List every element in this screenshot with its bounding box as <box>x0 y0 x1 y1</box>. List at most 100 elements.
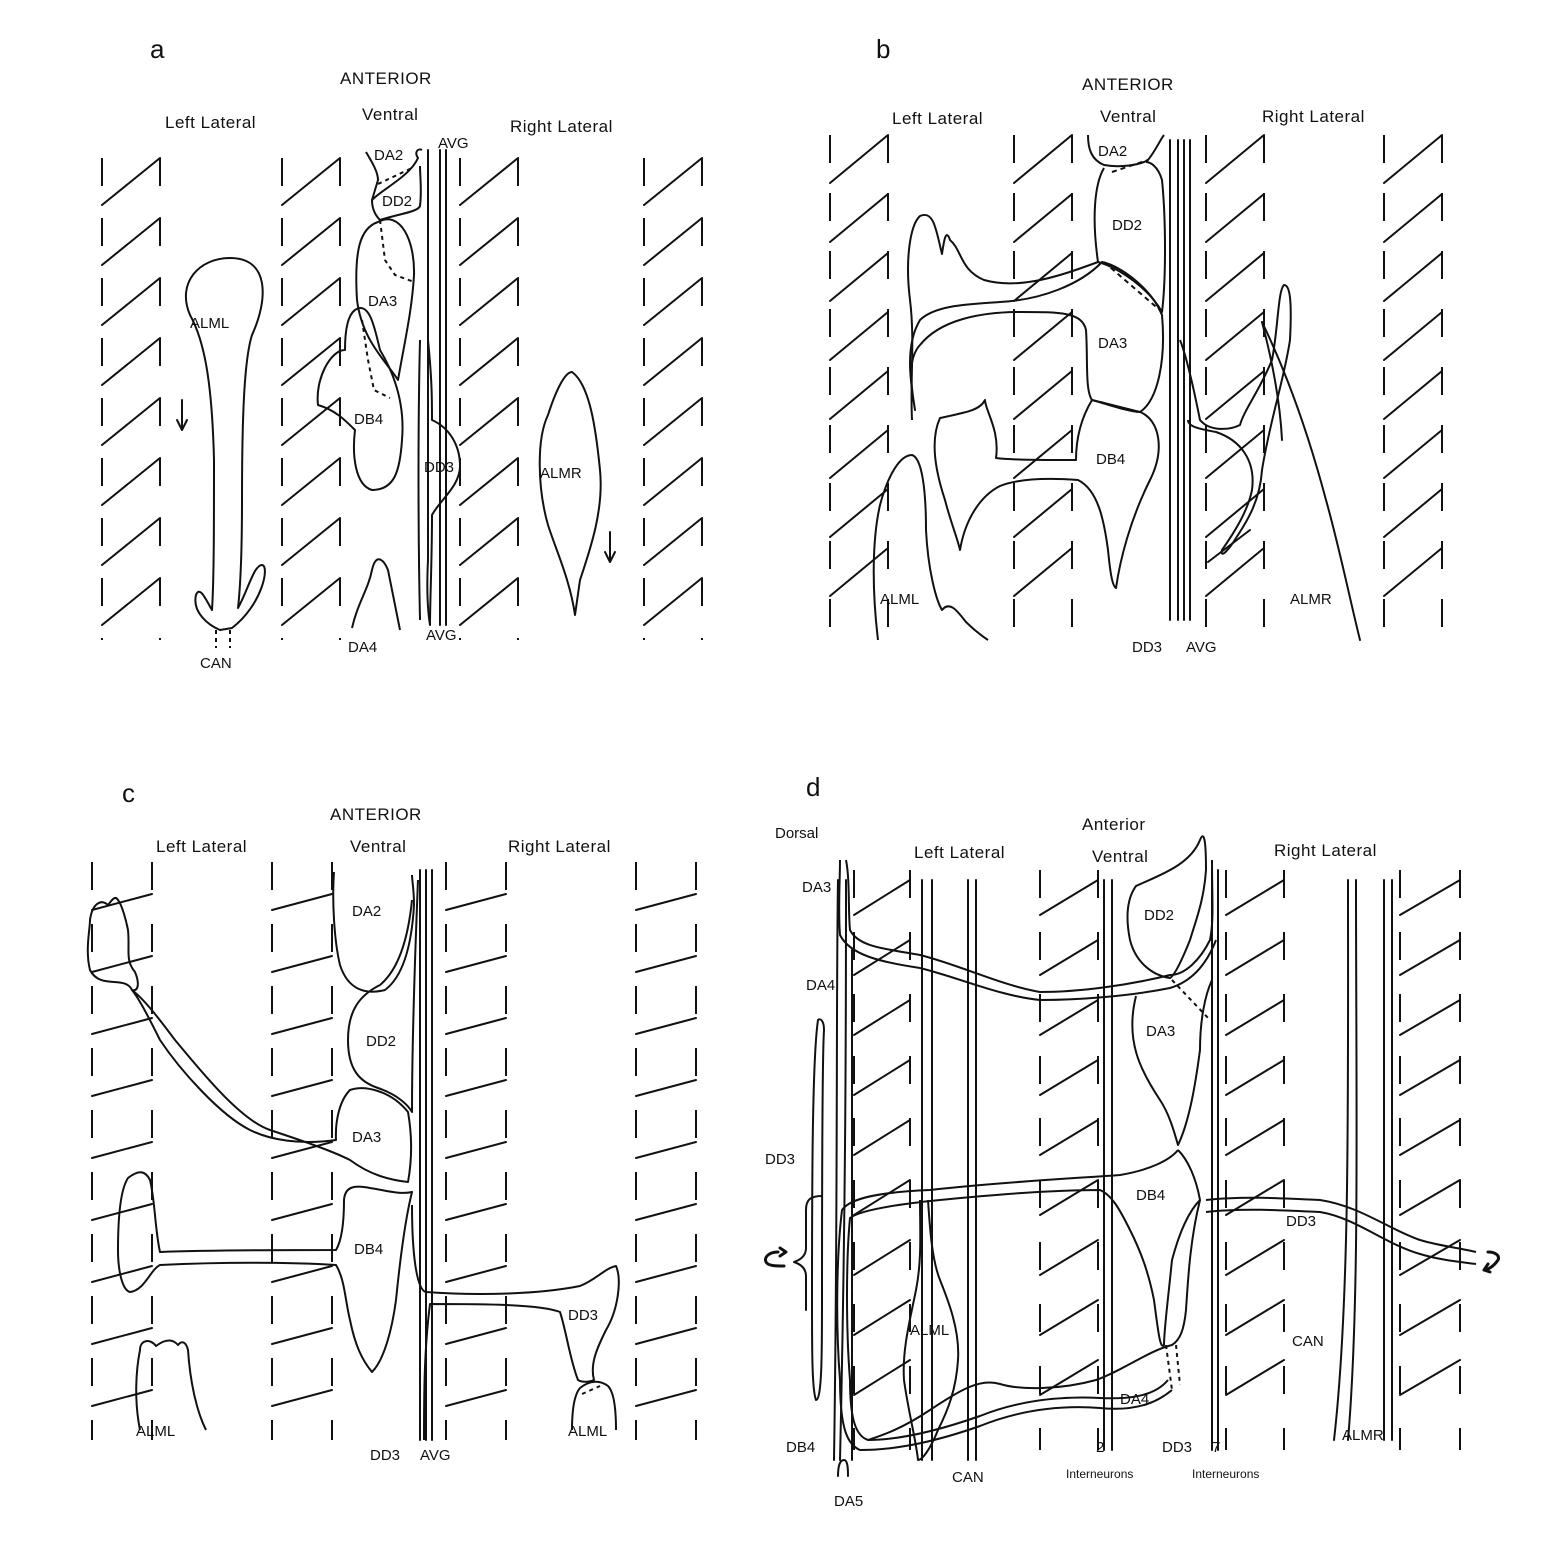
panel-a: a ANTERIOR Left Lateral Ventral Right La… <box>101 34 703 672</box>
label-almr-b: ALMR <box>1290 591 1332 608</box>
label-dd3-c: DD3 <box>568 1307 598 1324</box>
label-da2-a: DA2 <box>374 147 403 164</box>
cell-dd2-c <box>347 879 419 1113</box>
ventral-cord-a <box>426 149 447 626</box>
region-right-lateral-c: Right Lateral <box>508 837 611 856</box>
cell-almr-b <box>1179 284 1292 555</box>
muscle-pattern-d <box>853 870 1461 1450</box>
label-da4-left-d: DA4 <box>806 977 835 994</box>
label-dd2-a: DD2 <box>382 193 412 210</box>
label-can-a: CAN <box>200 655 232 672</box>
anterior-label-b: ANTERIOR <box>1082 75 1174 94</box>
cell-db4-c <box>117 1171 413 1373</box>
panel-b: b ANTERIOR Left Lateral Ventral Right La… <box>829 34 1443 656</box>
cell-da3-a <box>355 218 416 381</box>
anterior-label-a: ANTERIOR <box>340 69 432 88</box>
bundle-label-right-d: Interneurons <box>1192 1467 1259 1481</box>
process-bundles-d <box>833 869 1393 1461</box>
muscle-pattern-a <box>101 157 703 640</box>
region-right-lateral-b: Right Lateral <box>1262 107 1365 126</box>
region-ventral-a: Ventral <box>362 105 418 124</box>
label-alml-a: ALML <box>190 315 229 332</box>
cell-da3-c-lateral <box>86 896 139 992</box>
label-dd3-right-d: DD3 <box>1286 1213 1316 1230</box>
region-ventral-b: Ventral <box>1100 107 1156 126</box>
panel-d: d Anterior Dorsal Left Lateral Ventral R… <box>764 772 1500 1510</box>
label-db4-c: DB4 <box>354 1241 383 1258</box>
label-da2-c: DA2 <box>352 903 381 920</box>
label-da3-left-d: DA3 <box>802 879 831 896</box>
bundle-label-left-d: Interneurons <box>1066 1467 1133 1481</box>
region-ventral-c: Ventral <box>350 837 406 856</box>
label-alml-c-left: ALML <box>136 1423 175 1440</box>
panel-letter-c: c <box>122 778 135 808</box>
label-da3-b: DA3 <box>1098 335 1127 352</box>
panel-letter-d: d <box>806 772 820 802</box>
cell-alml-d <box>902 1199 960 1461</box>
panel-letter-a: a <box>150 34 165 64</box>
label-da3-a: DA3 <box>368 293 397 310</box>
label-alml-b: ALML <box>880 591 919 608</box>
muscle-pattern-b <box>829 134 1443 640</box>
region-left-lateral-a: Left Lateral <box>165 113 256 132</box>
label-dd3-left-d: DD3 <box>765 1151 795 1168</box>
bundle-count-right-d: 7 <box>1212 1439 1220 1456</box>
cell-alml-c-right <box>571 1380 617 1431</box>
label-dd3-bottom-c: DD3 <box>370 1447 400 1464</box>
cell-dd2-a <box>371 165 422 221</box>
curved-arrow-right-d <box>1482 1250 1500 1274</box>
bundle-count-left-d: 2 <box>1096 1439 1104 1456</box>
cell-dd2-d <box>1126 835 1207 979</box>
anterior-label-c: ANTERIOR <box>330 805 422 824</box>
region-left-lateral-d: Left Lateral <box>914 843 1005 862</box>
cell-db4-d <box>836 1149 1201 1451</box>
label-db4-a: DB4 <box>354 411 383 428</box>
region-left-lateral-c: Left Lateral <box>156 837 247 856</box>
label-dd3-a: DD3 <box>424 459 454 476</box>
cell-dd3-left-d <box>811 1018 825 1401</box>
cell-da3-b-lateral <box>907 213 1099 421</box>
almr-arrow-a <box>604 531 616 563</box>
cell-da3-ventral-d <box>1131 979 1213 1146</box>
label-dd2-b: DD2 <box>1112 217 1142 234</box>
label-dd3-b: DD3 <box>1132 639 1162 656</box>
label-db4-b: DB4 <box>1096 451 1125 468</box>
cell-dd3-c <box>411 1204 620 1441</box>
label-dd2-d: DD2 <box>1144 907 1174 924</box>
label-dd3-bottom-d: DD3 <box>1162 1439 1192 1456</box>
label-almr-d: ALMR <box>1342 1427 1384 1444</box>
label-alml-d: ALML <box>910 1322 949 1339</box>
label-almr-a: ALMR <box>540 465 582 482</box>
label-avg-b: AVG <box>1186 639 1217 656</box>
ventral-cord-b <box>1169 139 1191 621</box>
region-left-lateral-b: Left Lateral <box>892 109 983 128</box>
region-right-lateral-a: Right Lateral <box>510 117 613 136</box>
muscle-pattern-c <box>91 862 697 1440</box>
cell-da3-d <box>838 859 1217 1001</box>
label-avg-bottom-a: AVG <box>426 627 457 644</box>
cell-almr-a <box>538 371 602 616</box>
cell-da2-a <box>365 148 423 201</box>
label-alml-c-right: ALML <box>568 1423 607 1440</box>
label-can-left-d: CAN <box>952 1469 984 1486</box>
cell-da4-d <box>867 1199 1201 1441</box>
cell-alml-c-left <box>135 1339 207 1431</box>
label-avg-c: AVG <box>420 1447 451 1464</box>
label-da3-c: DA3 <box>352 1129 381 1146</box>
region-ventral-d: Ventral <box>1092 847 1148 866</box>
label-db4-left-d: DB4 <box>786 1439 815 1456</box>
label-db4-ventral-d: DB4 <box>1136 1187 1165 1204</box>
cell-alml-a <box>184 257 266 631</box>
anterior-label-d: Anterior <box>1082 815 1146 834</box>
region-right-lateral-d: Right Lateral <box>1274 841 1377 860</box>
dd3-bracket-d <box>793 1195 823 1311</box>
alml-arrow-a <box>176 399 188 431</box>
curved-arrow-left-d <box>764 1246 788 1268</box>
cell-alml-b <box>872 454 989 641</box>
panel-letter-b: b <box>876 34 890 64</box>
label-da4-ventral-d: DA4 <box>1120 1391 1149 1408</box>
da5-stub-d <box>837 1459 849 1477</box>
cell-dd3-a <box>417 339 461 626</box>
label-avg-top-a: AVG <box>438 135 469 152</box>
